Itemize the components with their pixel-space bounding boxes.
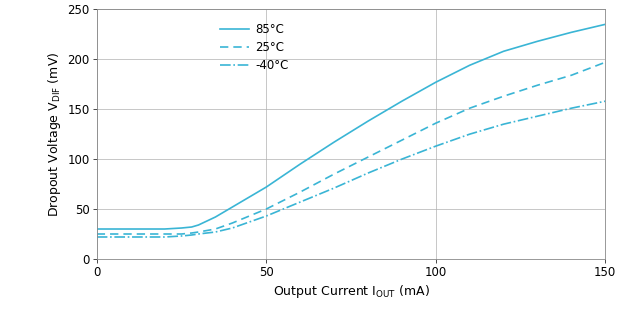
25°C	[364, 155, 372, 159]
85°C	[602, 22, 609, 26]
25°C	[432, 121, 439, 125]
Line: 85°C: 85°C	[97, 24, 605, 229]
-40°C	[466, 132, 474, 136]
-40°C	[188, 233, 195, 237]
-40°C	[263, 214, 270, 218]
85°C	[110, 227, 117, 231]
85°C	[127, 227, 134, 231]
-40°C	[534, 114, 541, 118]
25°C	[228, 221, 236, 225]
-40°C	[212, 230, 219, 234]
Line: 25°C: 25°C	[97, 62, 605, 234]
85°C	[500, 49, 507, 53]
25°C	[144, 232, 151, 236]
85°C	[161, 227, 168, 231]
85°C	[398, 99, 406, 103]
85°C	[466, 63, 474, 67]
Legend: 85°C, 25°C, -40°C: 85°C, 25°C, -40°C	[220, 23, 288, 72]
X-axis label: Output Current I$_{\mathregular{OUT}}$ (mA): Output Current I$_{\mathregular{OUT}}$ (…	[273, 283, 429, 300]
-40°C	[296, 200, 304, 204]
85°C	[228, 205, 236, 209]
85°C	[296, 162, 304, 166]
85°C	[364, 119, 372, 123]
-40°C	[568, 106, 575, 110]
25°C	[534, 83, 541, 87]
25°C	[568, 73, 575, 77]
85°C	[534, 39, 541, 43]
85°C	[263, 185, 270, 189]
85°C	[93, 227, 100, 231]
85°C	[195, 223, 202, 227]
Line: -40°C: -40°C	[97, 101, 605, 237]
25°C	[178, 232, 185, 236]
-40°C	[602, 99, 609, 103]
-40°C	[144, 235, 151, 239]
85°C	[432, 80, 439, 84]
25°C	[195, 230, 202, 234]
Y-axis label: Dropout Voltage V$_{\mathregular{DIF}}$ (mV): Dropout Voltage V$_{\mathregular{DIF}}$ …	[46, 51, 64, 217]
-40°C	[228, 226, 236, 230]
-40°C	[432, 144, 439, 148]
-40°C	[110, 235, 117, 239]
25°C	[93, 232, 100, 236]
-40°C	[330, 186, 338, 190]
85°C	[568, 31, 575, 34]
25°C	[161, 232, 168, 236]
25°C	[602, 61, 609, 64]
25°C	[330, 172, 338, 176]
25°C	[110, 232, 117, 236]
85°C	[330, 140, 338, 144]
25°C	[212, 227, 219, 231]
25°C	[127, 232, 134, 236]
25°C	[466, 106, 474, 110]
25°C	[188, 231, 195, 235]
-40°C	[127, 235, 134, 239]
25°C	[398, 138, 406, 142]
-40°C	[178, 234, 185, 238]
85°C	[188, 225, 195, 229]
25°C	[296, 190, 304, 194]
-40°C	[161, 235, 168, 239]
-40°C	[500, 122, 507, 126]
-40°C	[364, 171, 372, 175]
-40°C	[195, 232, 202, 236]
85°C	[178, 226, 185, 230]
25°C	[263, 207, 270, 211]
25°C	[500, 94, 507, 98]
-40°C	[398, 157, 406, 161]
85°C	[212, 215, 219, 219]
-40°C	[93, 235, 100, 239]
85°C	[144, 227, 151, 231]
